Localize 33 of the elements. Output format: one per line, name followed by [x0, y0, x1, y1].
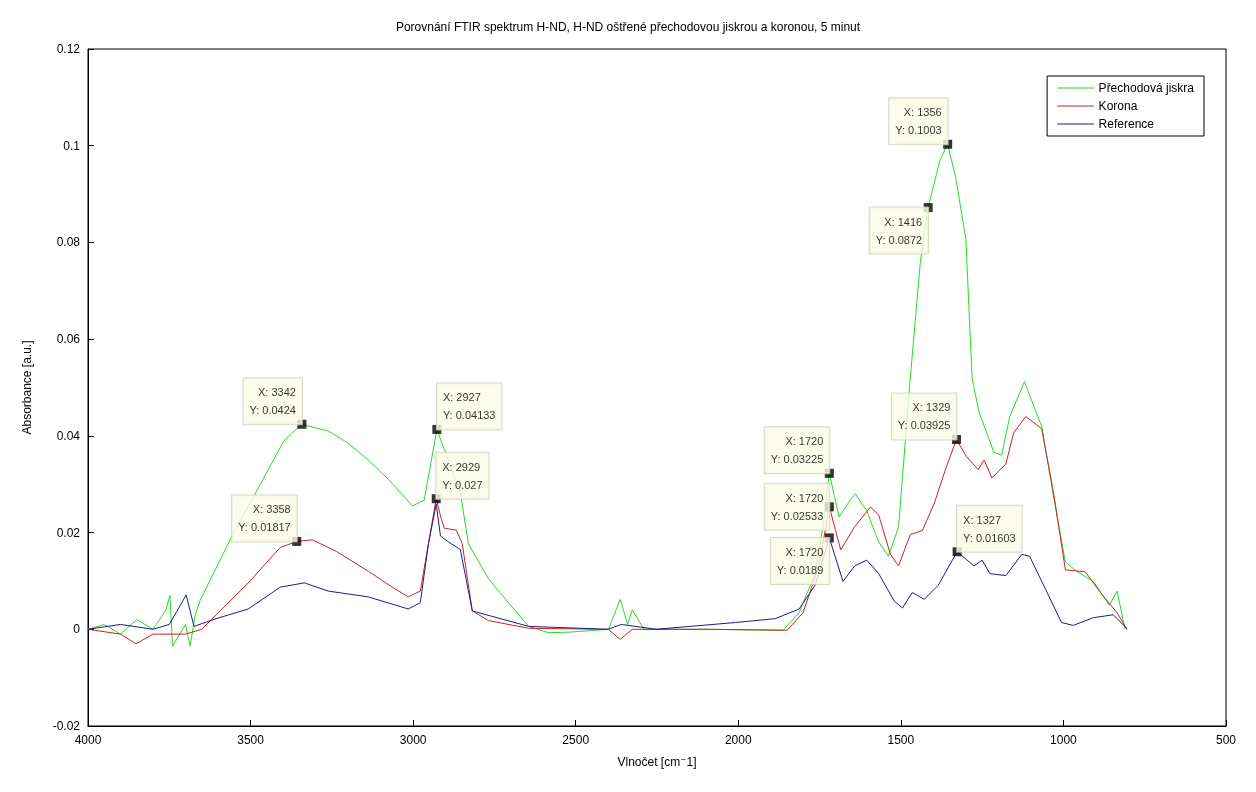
y-tick-label: 0.02 — [56, 525, 81, 540]
annotation: X: 1329 Y: 0.03925 — [897, 401, 951, 432]
y-tick-label: 0.08 — [56, 235, 81, 250]
x-tick-label: 4000 — [74, 733, 102, 747]
legend-label: Přechodová jiskra — [1098, 81, 1195, 95]
y-axis-title: Absorbance [a.u.] — [20, 340, 34, 435]
y-tick-label: 0.04 — [56, 428, 81, 443]
x-axis-title: Vlnočet [cm⁻1] — [617, 755, 697, 769]
annotation: X: 1720 Y: 0.02533 — [770, 491, 824, 522]
x-tick-label: 2000 — [724, 733, 752, 747]
y-tick-label: -0.02 — [52, 719, 81, 733]
annotation: X: 2929 Y: 0.027 — [442, 460, 483, 491]
x-tick-label: 2500 — [562, 733, 590, 747]
annotation: X: 3342 Y: 0.0424 — [249, 386, 296, 417]
y-tick-label: 0 — [73, 622, 81, 637]
annotation: X: 1720 Y: 0.0189 — [776, 545, 824, 576]
annotation: X: 1720 Y: 0.03225 — [770, 435, 824, 466]
x-tick-label: 1500 — [887, 733, 915, 747]
chart-title: Porovnání FTIR spektrum H-ND, H-ND oštřené přechodovou jiskrou a koronou, 5 minut — [395, 20, 861, 34]
x-tick-label: 3500 — [237, 733, 265, 747]
x-tick-label: 3000 — [399, 733, 427, 747]
annotation: X: 3358 Y: 0.01817 — [238, 503, 291, 534]
annotation: X: 1327 Y: 0.01603 — [963, 513, 1016, 544]
legend-label: Korona — [1098, 99, 1138, 113]
y-tick-label: 0.06 — [56, 332, 81, 347]
annotation: X: 2927 Y: 0.04133 — [442, 391, 496, 422]
x-tick-label: 500 — [1215, 733, 1237, 747]
legend-label: Reference — [1098, 117, 1155, 131]
y-tick-label: 0.12 — [56, 42, 81, 56]
annotation: X: 1416 Y: 0.0872 — [875, 215, 923, 246]
y-tick-label: 0.1 — [63, 138, 81, 153]
annotation: X: 1356 Y: 0.1003 — [895, 106, 942, 137]
x-tick-label: 1000 — [1050, 733, 1078, 747]
